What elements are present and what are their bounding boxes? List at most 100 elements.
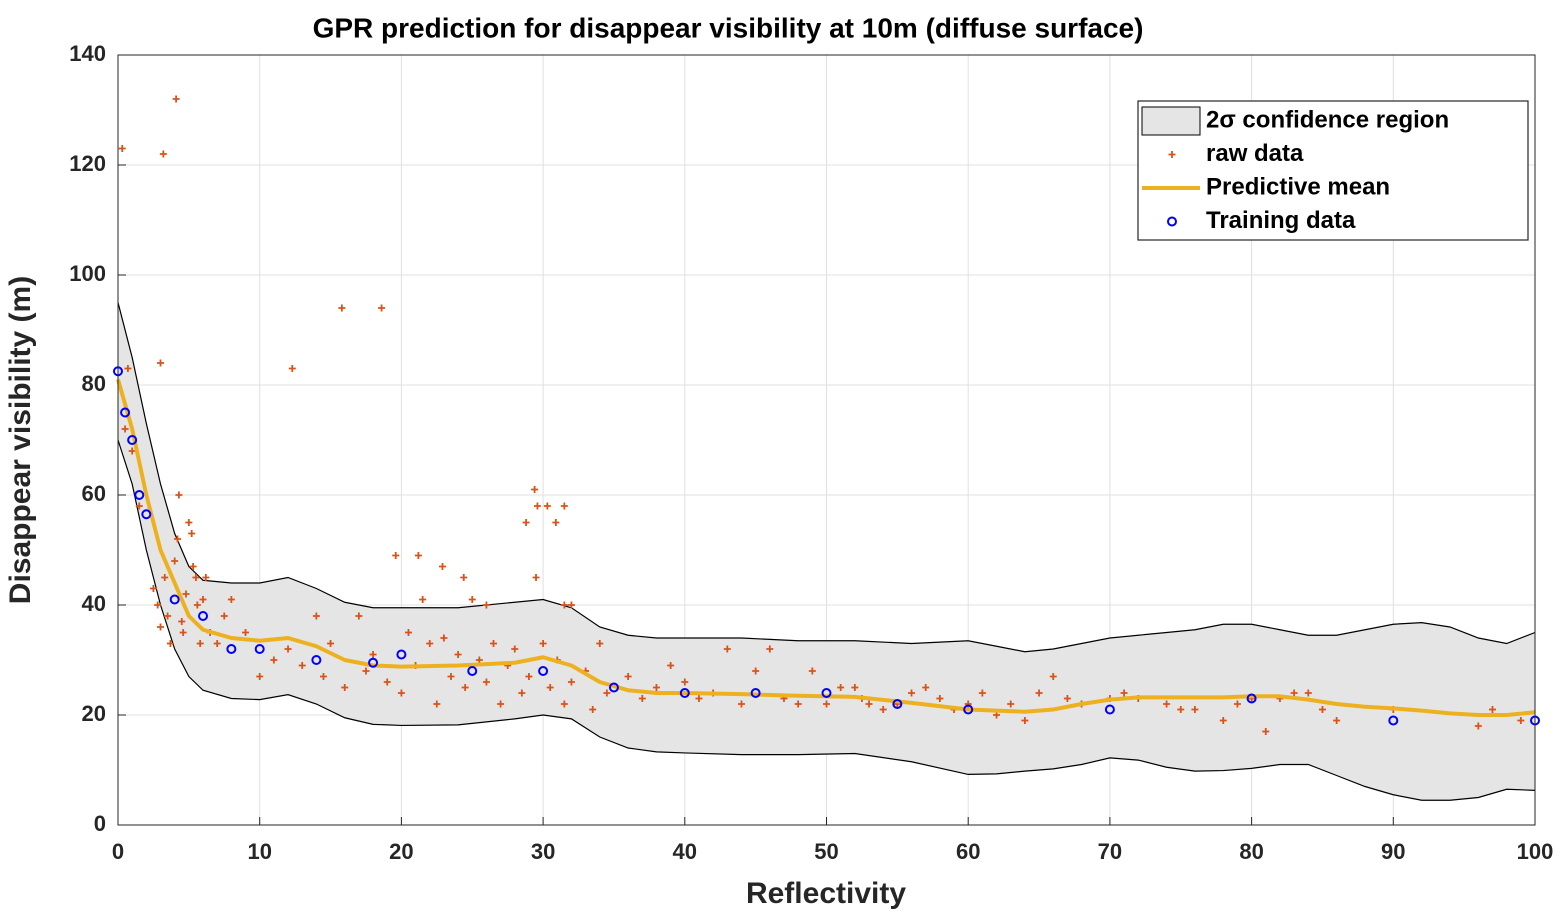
training-point: [169, 594, 180, 605]
raw-point: [288, 365, 296, 372]
raw-point: [936, 695, 944, 702]
raw-point: [752, 667, 760, 675]
raw-point: [174, 535, 182, 543]
raw-point: [596, 640, 604, 647]
x-tick-label: 40: [673, 839, 697, 864]
raw-point: [433, 700, 441, 708]
raw-point: [695, 695, 703, 702]
raw-point: [1474, 722, 1482, 730]
raw-point: [404, 629, 412, 636]
raw-point: [447, 673, 455, 680]
raw-point: [327, 640, 335, 647]
chart-title: GPR prediction for disappear visibility …: [313, 12, 1144, 43]
raw-point: [135, 502, 143, 510]
legend-label: Predictive mean: [1206, 173, 1390, 200]
legend-swatch: [1168, 151, 1176, 158]
raw-point: [532, 574, 540, 581]
raw-point: [1262, 728, 1270, 735]
raw-point: [1021, 717, 1029, 724]
legend-label: 2σ confidence region: [1206, 106, 1449, 133]
training-point: [821, 688, 832, 698]
training-point: [226, 644, 237, 654]
raw-point: [454, 651, 462, 658]
raw-point: [1290, 689, 1298, 697]
training-point: [608, 682, 619, 693]
raw-point: [378, 304, 386, 312]
x-tick-label: 50: [814, 839, 838, 864]
raw-point: [149, 585, 157, 592]
training-point: [1388, 715, 1399, 726]
raw-point: [589, 706, 597, 713]
raw-point: [196, 640, 204, 647]
raw-point: [319, 673, 327, 680]
raw-point: [737, 700, 745, 708]
x-tick-label: 70: [1098, 839, 1122, 864]
raw-point: [440, 634, 448, 642]
raw-point: [1177, 706, 1185, 713]
training-point: [254, 644, 265, 654]
raw-point: [118, 145, 126, 152]
x-tick-label: 100: [1517, 839, 1554, 864]
raw-point: [188, 530, 196, 537]
raw-point: [172, 95, 180, 103]
raw-point: [518, 689, 526, 697]
raw-point: [124, 365, 132, 372]
raw-point: [175, 491, 183, 499]
raw-point: [1007, 700, 1015, 708]
raw-point: [560, 502, 568, 510]
raw-point: [338, 304, 346, 312]
raw-point: [560, 700, 568, 708]
x-tick-label: 0: [112, 839, 124, 864]
raw-point: [482, 678, 490, 686]
confidence-edge: [117, 439, 1536, 801]
raw-point: [865, 700, 873, 708]
raw-point: [539, 640, 547, 647]
y-tick-label: 20: [82, 701, 106, 726]
raw-point: [879, 706, 887, 713]
raw-point: [808, 667, 816, 675]
raw-point: [567, 678, 575, 686]
raw-point: [1233, 700, 1241, 708]
y-tick-label: 80: [82, 371, 106, 396]
y-tick-label: 100: [69, 261, 106, 286]
legend: 2σ confidence region raw data Predictive m…: [1137, 100, 1529, 241]
raw-point: [397, 689, 405, 697]
y-tick-label: 120: [69, 151, 106, 176]
raw-point: [837, 684, 845, 691]
raw-point: [161, 574, 169, 581]
y-tick-label: 0: [94, 811, 106, 836]
raw-point: [497, 700, 505, 708]
raw-point: [978, 689, 986, 697]
training-point: [963, 704, 974, 715]
raw-point: [511, 645, 519, 653]
training-point: [679, 688, 690, 698]
raw-point: [284, 645, 292, 653]
raw-point: [1191, 706, 1199, 713]
raw-point: [192, 574, 200, 581]
raw-point: [525, 673, 533, 680]
raw-point: [199, 596, 207, 603]
raw-point: [220, 612, 228, 620]
raw-point: [543, 502, 551, 510]
raw-point: [1333, 717, 1341, 724]
raw-point: [392, 552, 400, 559]
raw-point: [823, 700, 830, 708]
raw-point: [1219, 717, 1227, 724]
raw-point: [171, 557, 179, 565]
raw-point: [270, 656, 278, 664]
training-point: [1104, 704, 1115, 715]
training-point: [396, 649, 407, 660]
raw-point: [531, 486, 539, 493]
training-point: [538, 666, 549, 676]
raw-point: [468, 596, 476, 603]
raw-point: [362, 667, 370, 675]
training-point: [198, 611, 209, 621]
y-axis-label: Disappear visibility (m): [4, 276, 37, 604]
raw-point: [681, 678, 689, 686]
training-point: [1246, 693, 1257, 704]
raw-point: [178, 618, 186, 625]
y-tick-label: 140: [69, 41, 106, 66]
raw-point: [1488, 706, 1496, 713]
x-tick-label: 90: [1381, 839, 1405, 864]
